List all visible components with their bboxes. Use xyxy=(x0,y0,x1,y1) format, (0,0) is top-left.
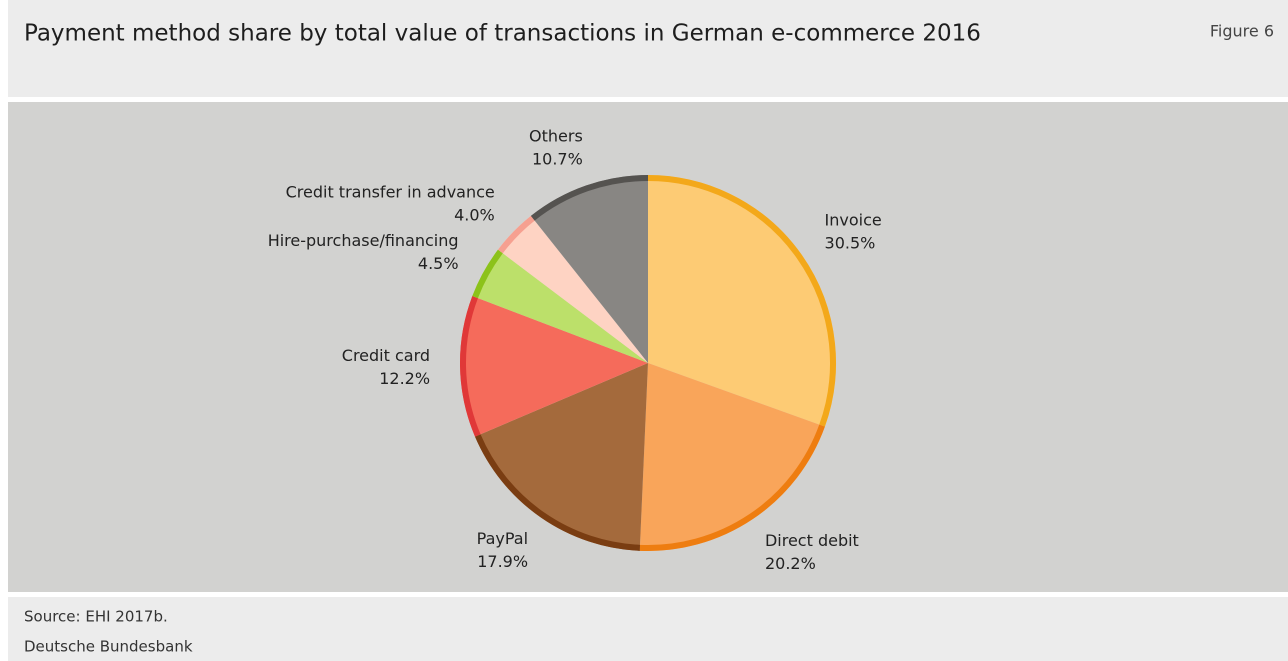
pie-slice xyxy=(648,175,836,427)
title-bar xyxy=(8,0,1288,97)
slice-label: Hire-purchase/financing xyxy=(268,231,459,250)
slice-value-label: 30.5% xyxy=(825,233,876,252)
footer-bar xyxy=(8,597,1288,661)
slice-label: Others xyxy=(529,126,583,145)
slice-rim xyxy=(474,434,640,551)
slice-value-label: 4.5% xyxy=(418,254,459,273)
slice-label: PayPal xyxy=(477,529,528,548)
chart-title: Payment method share by total value of t… xyxy=(24,21,981,47)
publisher: Deutsche Bundesbank xyxy=(24,638,193,656)
pie-slice xyxy=(474,363,648,551)
figure-label: Figure 6 xyxy=(1210,22,1274,41)
pie-slice xyxy=(530,175,648,363)
pie-slice xyxy=(639,363,825,551)
slice-rim xyxy=(498,215,535,254)
slice-value-label: 20.2% xyxy=(765,554,816,573)
slice-value-label: 4.0% xyxy=(454,205,495,224)
slice-rim xyxy=(639,424,825,551)
pie-slice xyxy=(472,249,648,363)
pie-slice xyxy=(459,295,648,437)
slice-rim xyxy=(647,175,836,427)
slice-value-label: 12.2% xyxy=(379,369,430,388)
slice-rim xyxy=(530,175,649,221)
slice-value-label: 17.9% xyxy=(477,552,528,571)
slice-value-label: 10.7% xyxy=(532,149,583,168)
slice-label: Invoice xyxy=(825,210,882,229)
slice-rim xyxy=(460,295,481,437)
source: Source: EHI 2017b. xyxy=(24,608,168,626)
slice-label: Credit card xyxy=(342,346,430,365)
slice-rim xyxy=(472,249,503,299)
slice-label: Direct debit xyxy=(765,531,859,550)
pie-slice xyxy=(498,215,648,363)
slice-label: Credit transfer in advance xyxy=(286,182,495,201)
